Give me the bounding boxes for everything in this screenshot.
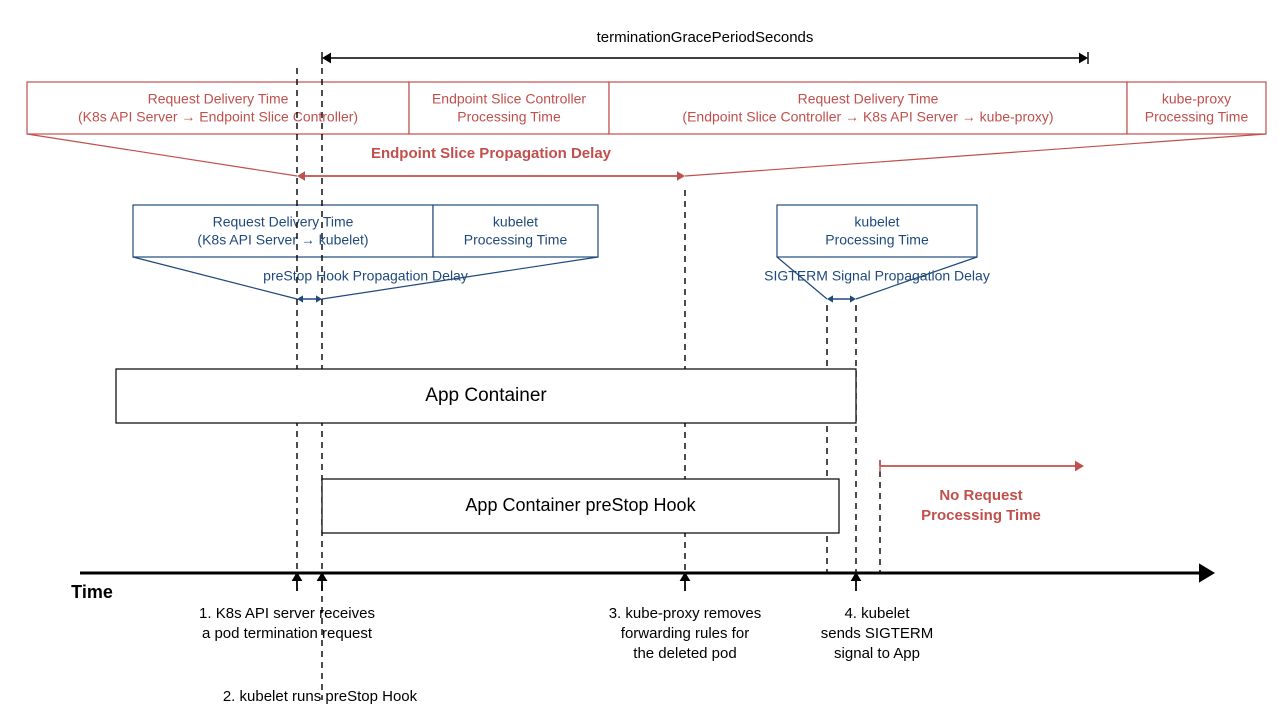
event-label-4: signal to App	[834, 645, 920, 662]
endpoint-slice-text-1: Endpoint Slice Controller	[432, 91, 586, 107]
prestop-prop-text-1: kubelet	[493, 214, 538, 230]
endpoint-slice-text-3: Processing Time	[1145, 109, 1249, 125]
sigterm-prop-delay-label: SIGTERM Signal Propagation Delay	[764, 268, 990, 284]
event-label-3: forwarding rules for	[621, 625, 749, 642]
timeline-label: Time	[71, 582, 113, 602]
event-label-2: 2. kubelet runs preStop Hook	[223, 688, 418, 705]
endpoint-slice-text-0: (K8s API Server → Endpoint Slice Control…	[78, 109, 358, 125]
no-request-label: No Request	[939, 487, 1022, 504]
event-label-1: 1. K8s API server receives	[199, 605, 375, 622]
endpoint-slice-text-1: Processing Time	[457, 109, 561, 125]
sigterm-prop-text-0: kubelet	[854, 214, 899, 230]
grace-period-label: terminationGracePeriodSeconds	[597, 29, 814, 46]
prestop-hook-label: App Container preStop Hook	[465, 495, 696, 515]
prestop-prop-text-0: (K8s API Server → kubelet)	[197, 232, 368, 248]
event-label-4: sends SIGTERM	[821, 625, 934, 642]
endpoint-slice-text-0: Request Delivery Time	[148, 91, 289, 107]
endpoint-slice-text-2: Request Delivery Time	[798, 91, 939, 107]
app-container-label: App Container	[425, 385, 547, 406]
endpoint-slice-text-3: kube-proxy	[1162, 91, 1231, 107]
event-label-3: 3. kube-proxy removes	[609, 605, 762, 622]
endpoint-slice-text-2: (Endpoint Slice Controller → K8s API Ser…	[682, 109, 1053, 125]
event-label-3: the deleted pod	[633, 645, 736, 662]
no-request-label: Processing Time	[921, 507, 1041, 524]
event-label-4: 4. kubelet	[844, 605, 910, 622]
endpoint-slice-delay-label: Endpoint Slice Propagation Delay	[371, 145, 612, 162]
prestop-prop-text-1: Processing Time	[464, 232, 568, 248]
sigterm-prop-text-0: Processing Time	[825, 232, 929, 248]
event-label-1: a pod termination request	[202, 625, 373, 642]
prestop-prop-text-0: Request Delivery Time	[213, 214, 354, 230]
